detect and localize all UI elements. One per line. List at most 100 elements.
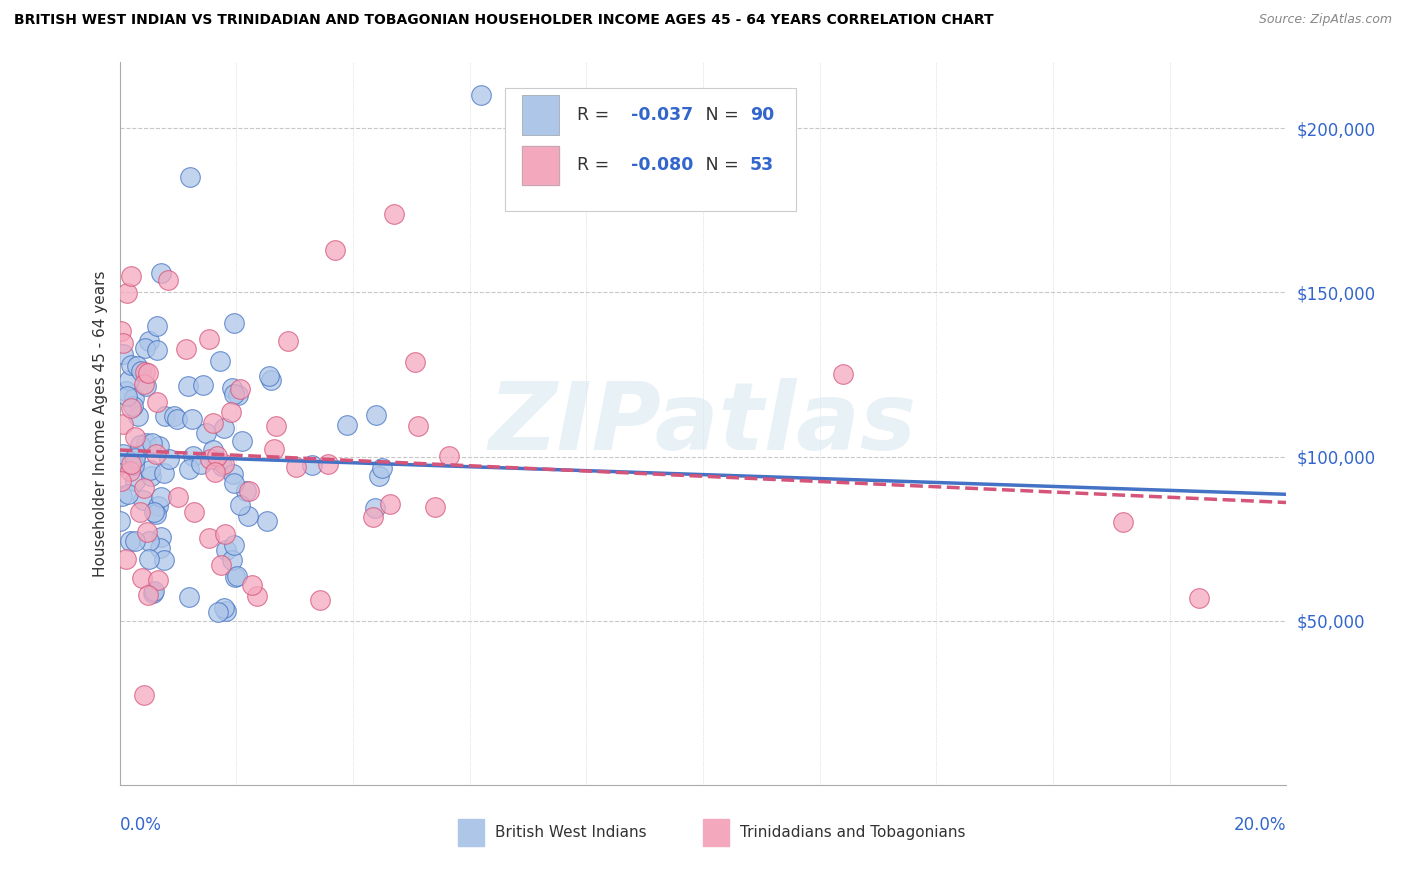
Point bbox=[157, 452, 180, 467]
Point bbox=[166, 490, 188, 504]
Point bbox=[325, 243, 347, 257]
Point bbox=[153, 409, 176, 423]
Text: N =: N = bbox=[689, 106, 744, 124]
Point bbox=[149, 541, 172, 555]
Point bbox=[363, 500, 385, 515]
Point bbox=[118, 534, 141, 549]
Point bbox=[212, 421, 235, 435]
Point bbox=[121, 358, 143, 372]
Point bbox=[112, 347, 135, 361]
Point bbox=[226, 569, 249, 583]
Text: ZIPatlas: ZIPatlas bbox=[489, 377, 917, 470]
Point bbox=[141, 436, 163, 450]
Point bbox=[166, 412, 188, 426]
Point bbox=[263, 442, 285, 456]
Text: 53: 53 bbox=[749, 156, 773, 175]
Point bbox=[149, 490, 172, 504]
Point bbox=[146, 395, 169, 409]
Point bbox=[124, 430, 146, 444]
Point bbox=[146, 343, 169, 357]
Point bbox=[112, 447, 135, 461]
Point bbox=[124, 450, 146, 465]
Point bbox=[110, 324, 132, 338]
Point bbox=[259, 373, 281, 387]
Point bbox=[277, 334, 299, 349]
Point bbox=[257, 369, 280, 384]
Point bbox=[177, 462, 200, 476]
FancyBboxPatch shape bbox=[505, 87, 796, 211]
Point bbox=[157, 273, 180, 287]
Point bbox=[117, 487, 139, 501]
Point bbox=[221, 381, 243, 395]
Point bbox=[371, 461, 394, 475]
Text: -0.037: -0.037 bbox=[631, 106, 693, 124]
Bar bbox=[522, 145, 560, 186]
Point bbox=[114, 552, 136, 566]
Point bbox=[179, 170, 201, 185]
Point bbox=[142, 586, 165, 600]
Point bbox=[191, 377, 214, 392]
Bar bbox=[522, 95, 560, 135]
Point bbox=[380, 497, 402, 511]
Point bbox=[134, 341, 156, 355]
Point bbox=[120, 268, 142, 283]
Point bbox=[141, 468, 163, 483]
Point bbox=[224, 570, 246, 584]
Point bbox=[437, 450, 460, 464]
Text: -0.080: -0.080 bbox=[631, 156, 693, 175]
Point bbox=[240, 577, 263, 591]
Point bbox=[222, 387, 245, 401]
Point bbox=[131, 571, 153, 585]
Point bbox=[111, 417, 134, 431]
Point bbox=[135, 436, 157, 450]
Point bbox=[301, 458, 323, 473]
Point bbox=[145, 447, 167, 461]
Point bbox=[124, 534, 146, 549]
Point bbox=[404, 355, 426, 369]
Point bbox=[236, 508, 259, 523]
Point bbox=[364, 408, 387, 422]
Point bbox=[146, 318, 169, 333]
Point bbox=[204, 452, 226, 467]
Point bbox=[135, 379, 157, 393]
Point bbox=[209, 558, 232, 572]
Point bbox=[131, 364, 153, 378]
Point bbox=[124, 458, 146, 472]
Point bbox=[238, 484, 260, 499]
Point bbox=[406, 418, 429, 433]
Point bbox=[122, 399, 145, 413]
Point bbox=[138, 552, 160, 566]
Point bbox=[215, 543, 238, 558]
Point bbox=[222, 467, 245, 481]
Point bbox=[190, 457, 212, 471]
Point bbox=[183, 450, 205, 464]
Point bbox=[222, 538, 245, 552]
Text: 0.0%: 0.0% bbox=[120, 816, 162, 834]
Text: Source: ZipAtlas.com: Source: ZipAtlas.com bbox=[1258, 13, 1392, 27]
Point bbox=[285, 459, 308, 474]
Point bbox=[214, 526, 236, 541]
Point bbox=[221, 404, 243, 418]
Point bbox=[832, 368, 855, 382]
Point bbox=[207, 605, 229, 619]
Point bbox=[195, 425, 218, 440]
Point bbox=[1188, 591, 1211, 605]
Point bbox=[256, 514, 278, 528]
Point bbox=[1112, 515, 1135, 529]
Point bbox=[316, 457, 339, 471]
Point bbox=[112, 336, 135, 351]
Text: N =: N = bbox=[689, 156, 744, 175]
Point bbox=[143, 584, 166, 599]
Point bbox=[222, 316, 245, 330]
Point bbox=[200, 451, 222, 466]
Point bbox=[180, 411, 202, 425]
Text: 20.0%: 20.0% bbox=[1234, 816, 1286, 834]
Point bbox=[132, 481, 155, 495]
Point bbox=[228, 382, 250, 396]
Point bbox=[336, 418, 359, 433]
Point bbox=[231, 434, 253, 448]
Point bbox=[142, 505, 165, 519]
Text: Trinidadians and Tobagonians: Trinidadians and Tobagonians bbox=[741, 825, 966, 840]
Point bbox=[146, 573, 169, 587]
Point bbox=[124, 449, 146, 463]
